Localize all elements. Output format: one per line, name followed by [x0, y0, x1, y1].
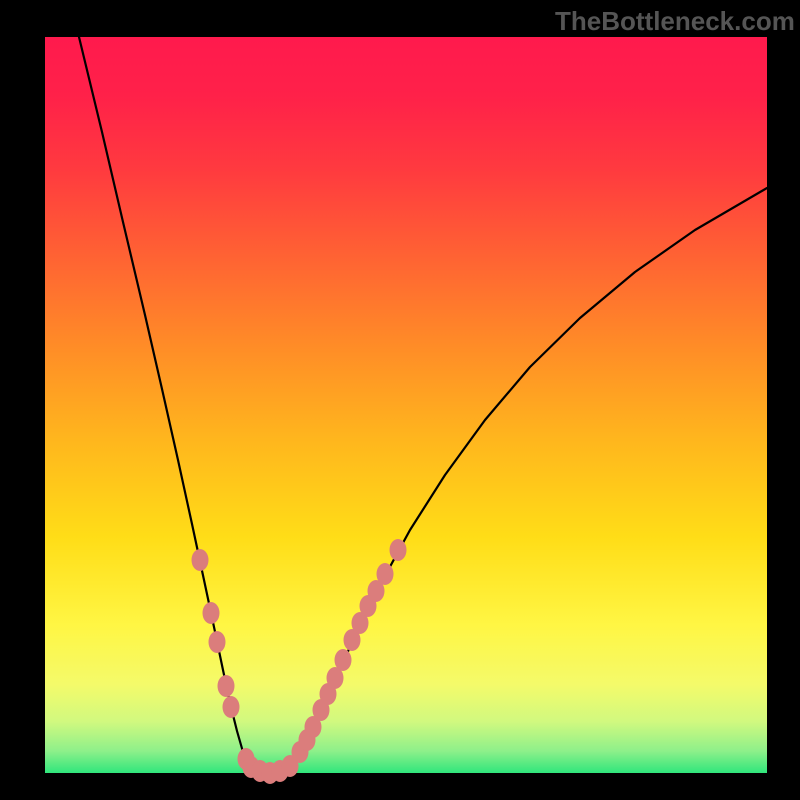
data-marker: [335, 649, 352, 671]
data-marker: [223, 696, 240, 718]
data-marker: [218, 675, 235, 697]
data-marker: [192, 549, 209, 571]
data-marker: [203, 602, 220, 624]
data-marker: [209, 631, 226, 653]
gradient-bg: [45, 37, 767, 773]
data-marker: [390, 539, 407, 561]
watermark-text: TheBottleneck.com: [555, 6, 795, 37]
chart-container: TheBottleneck.com: [0, 0, 800, 800]
chart-svg: [0, 0, 800, 800]
data-marker: [377, 563, 394, 585]
